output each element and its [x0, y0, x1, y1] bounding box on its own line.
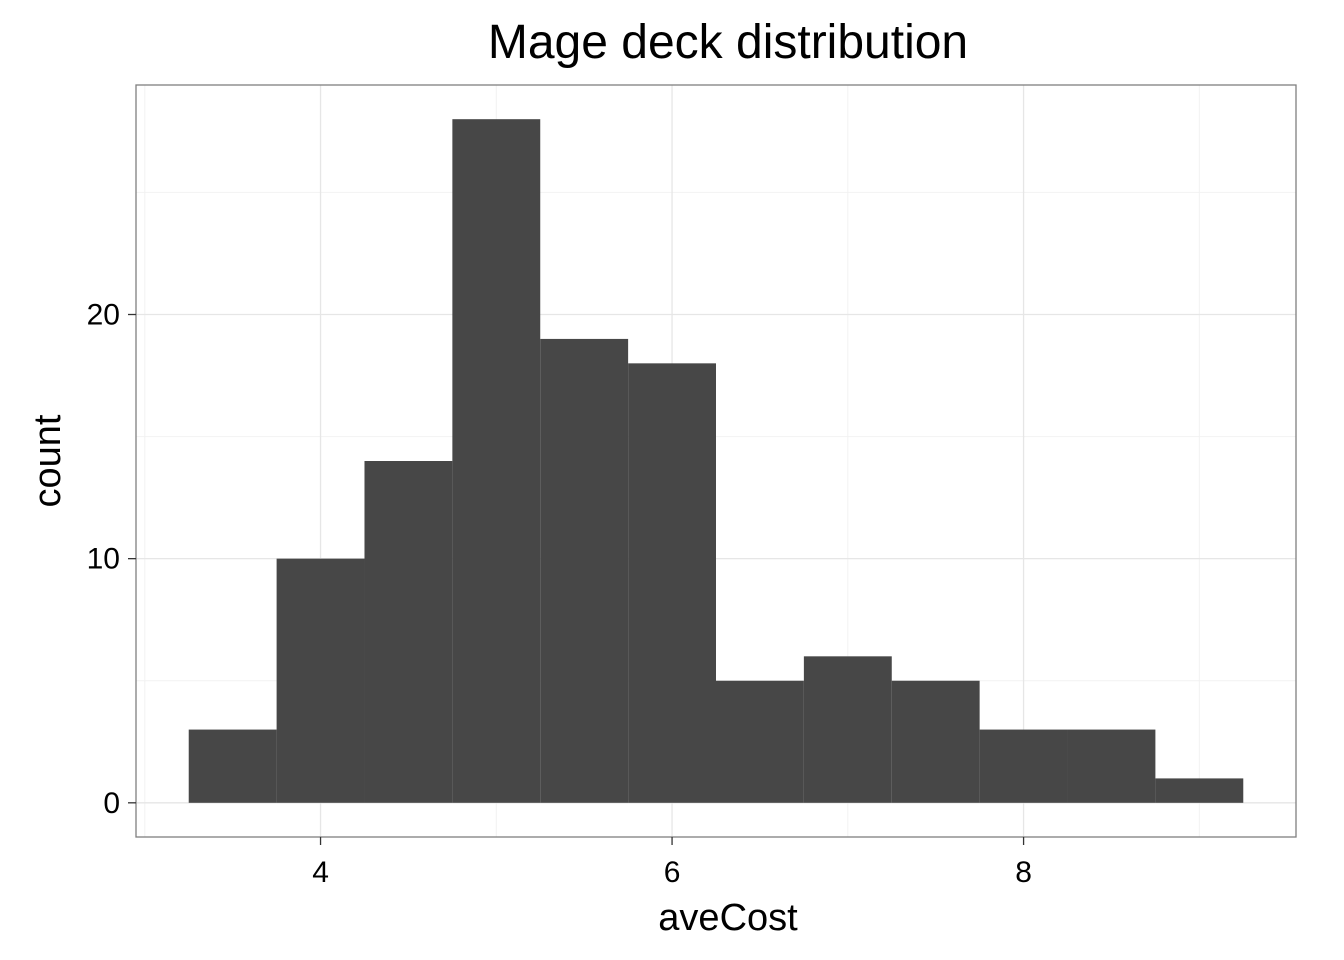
histogram-bar [891, 680, 980, 803]
x-tick-label: 4 [312, 856, 329, 889]
histogram-bar [364, 461, 453, 803]
histogram-bar [540, 338, 629, 803]
x-tick-label: 8 [1015, 856, 1032, 889]
histogram-bar [803, 656, 892, 803]
histogram-bar [1155, 778, 1244, 803]
y-axis: 0 10 20 [87, 299, 136, 820]
histogram-bar [452, 119, 541, 803]
histogram-bar [276, 558, 365, 803]
x-axis: 4 6 8 [312, 837, 1032, 889]
histogram-bar [1067, 729, 1156, 803]
histogram-bar [188, 729, 277, 803]
x-tick-label: 6 [664, 856, 681, 889]
y-tick-label: 20 [87, 299, 120, 332]
histogram-bar [628, 363, 716, 803]
panel-border [135, 84, 1297, 838]
y-tick-label: 10 [87, 543, 120, 576]
histogram-bars [188, 119, 1244, 803]
y-axis-title: count [27, 414, 69, 507]
chart-title: Mage deck distribution [488, 16, 968, 69]
y-tick-label: 0 [103, 787, 120, 820]
histogram-bar [979, 729, 1068, 803]
histogram-bar [716, 680, 804, 803]
x-axis-title: aveCost [658, 897, 798, 939]
